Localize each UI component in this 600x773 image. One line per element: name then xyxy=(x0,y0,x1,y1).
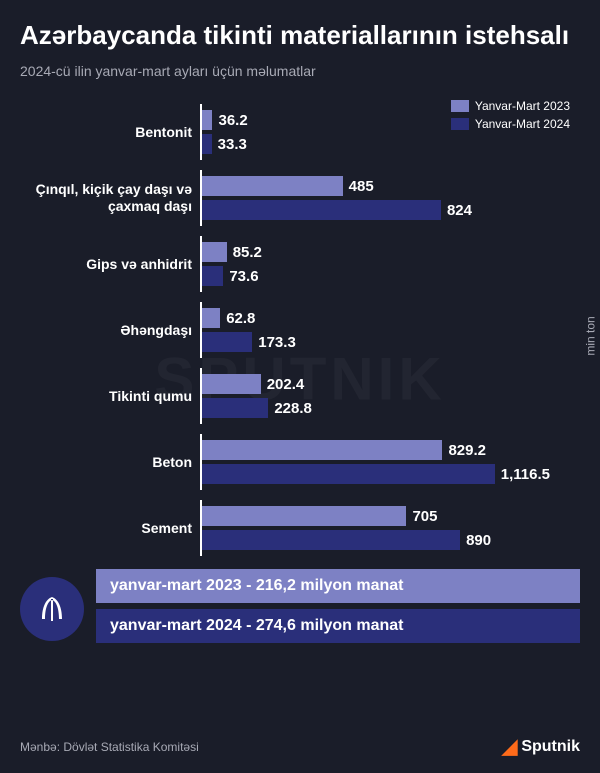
bar-value: 890 xyxy=(466,532,491,549)
bar xyxy=(202,176,343,196)
bar xyxy=(202,332,252,352)
chart-row: Çınqıl, kiçik çay daşı və çaxmaq daşı485… xyxy=(20,170,550,226)
footer: Mənbə: Dövlət Statistika Komitəsi ◢ Sput… xyxy=(20,734,580,759)
chart-subtitle: 2024-cü ilin yanvar-mart ayları üçün məl… xyxy=(20,63,580,79)
bar xyxy=(202,200,441,220)
bar xyxy=(202,440,442,460)
bar-wrap: 73.6 xyxy=(202,265,550,287)
y-axis-label: min ton xyxy=(583,317,597,356)
bar-wrap: 890 xyxy=(202,529,550,551)
totals-section: yanvar-mart 2023 - 216,2 milyon manat yan… xyxy=(20,569,580,649)
bar-value: 705 xyxy=(412,508,437,525)
bar xyxy=(202,266,223,286)
bar-value: 202.4 xyxy=(267,376,305,393)
chart-row: Tikinti qumu 202.4 228.8 xyxy=(20,368,550,424)
bar-wrap: 228.8 xyxy=(202,397,550,419)
source-text: Mənbə: Dövlət Statistika Komitəsi xyxy=(20,740,199,754)
row-label: Bentonit xyxy=(20,124,200,141)
bar-value: 485 xyxy=(349,178,374,195)
bar-wrap: 173.3 xyxy=(202,331,550,353)
row-label: Tikinti qumu xyxy=(20,388,200,405)
bar-wrap: 62.8 xyxy=(202,307,550,329)
bars-column: 36.2 33.3 xyxy=(200,104,550,160)
bars-column: 85.2 73.6 xyxy=(200,236,550,292)
bar-wrap: 33.3 xyxy=(202,133,550,155)
bar-value: 173.3 xyxy=(258,334,296,351)
bar-wrap: 824 xyxy=(202,199,550,221)
bar-value: 228.8 xyxy=(274,400,312,417)
bar-value: 36.2 xyxy=(218,112,247,129)
bar-wrap: 202.4 xyxy=(202,373,550,395)
bar xyxy=(202,374,261,394)
bar-wrap: 85.2 xyxy=(202,241,550,263)
row-label: Çınqıl, kiçik çay daşı və çaxmaq daşı xyxy=(20,181,200,215)
total-line: yanvar-mart 2024 - 274,6 milyon manat xyxy=(96,609,580,643)
logo-text: Sputnik xyxy=(521,738,580,756)
bar xyxy=(202,134,212,154)
totals-text: yanvar-mart 2023 - 216,2 milyon manat yan… xyxy=(96,569,580,649)
bar-value: 824 xyxy=(447,202,472,219)
bar-value: 829.2 xyxy=(448,442,486,459)
sputnik-icon: ◢ xyxy=(502,734,517,759)
row-label: Gips və anhidrit xyxy=(20,256,200,273)
bar-value: 1,116.5 xyxy=(501,466,550,483)
bar-wrap: 829.2 xyxy=(202,439,550,461)
row-label: Sement xyxy=(20,520,200,537)
bar-value: 62.8 xyxy=(226,310,255,327)
bar-value: 73.6 xyxy=(229,268,258,285)
chart-title: Azərbaycanda tikinti materiallarının ist… xyxy=(20,20,580,51)
bars-column: 202.4 228.8 xyxy=(200,368,550,424)
bar-value: 85.2 xyxy=(233,244,262,261)
chart-row: Sement 705 890 xyxy=(20,500,550,556)
total-line: yanvar-mart 2023 - 216,2 milyon manat xyxy=(96,569,580,603)
bar xyxy=(202,308,220,328)
bar-wrap: 1,116.5 xyxy=(202,463,550,485)
bars-column: 62.8173.3 xyxy=(200,302,550,358)
row-label: Əhəngdaşı xyxy=(20,322,200,339)
bar xyxy=(202,242,227,262)
chart-row: Əhəngdaşı62.8173.3 xyxy=(20,302,550,358)
bar xyxy=(202,398,268,418)
chart-rows: Bentonit 36.2 33.3 Çınqıl, kiçik çay daşı v… xyxy=(20,104,550,566)
bars-column: 829.2 1,116.5 xyxy=(200,434,550,490)
bars-column: 705 890 xyxy=(200,500,550,556)
currency-icon xyxy=(20,577,84,641)
chart-row: Beton 829.2 1,116.5 xyxy=(20,434,550,490)
bar xyxy=(202,464,495,484)
bar xyxy=(202,110,212,130)
row-label: Beton xyxy=(20,454,200,471)
bar-value: 33.3 xyxy=(218,136,247,153)
bar-wrap: 36.2 xyxy=(202,109,550,131)
sputnik-logo: ◢ Sputnik xyxy=(502,734,580,759)
bar-wrap: 485 xyxy=(202,175,550,197)
bar xyxy=(202,530,460,550)
bar-wrap: 705 xyxy=(202,505,550,527)
bar xyxy=(202,506,406,526)
bars-column: 485 824 xyxy=(200,170,550,226)
chart-row: Bentonit 36.2 33.3 xyxy=(20,104,550,160)
chart-area: SPUTNIK Yanvar-Mart 2023Yanvar-Mart 2024… xyxy=(20,99,580,559)
chart-row: Gips və anhidrit 85.2 73.6 xyxy=(20,236,550,292)
